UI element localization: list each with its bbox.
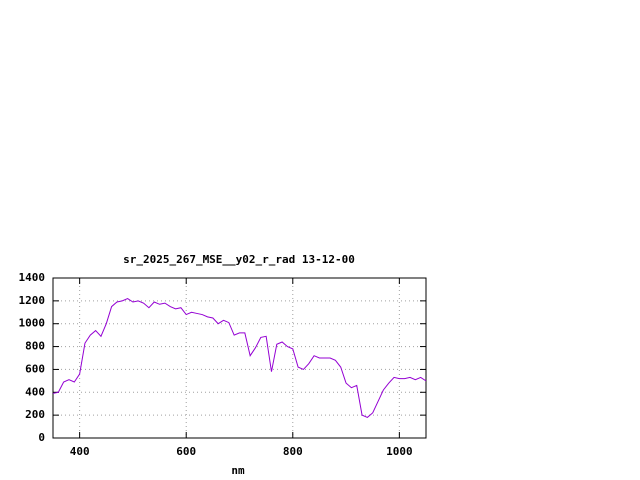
y-tick-label: 200 xyxy=(25,408,45,421)
y-tick-label: 0 xyxy=(38,431,45,444)
y-tick-label: 600 xyxy=(25,362,45,375)
x-axis-label: nm xyxy=(231,464,245,477)
y-tick-label: 400 xyxy=(25,385,45,398)
x-tick-label: 600 xyxy=(176,445,196,458)
x-tick-label: 1000 xyxy=(386,445,413,458)
plot-border xyxy=(52,277,427,439)
x-tick-label: 400 xyxy=(70,445,90,458)
y-tick-label: 1200 xyxy=(19,294,46,307)
y-tick-label: 800 xyxy=(25,340,45,353)
x-tick-label: 800 xyxy=(283,445,303,458)
y-tick-label: 1400 xyxy=(19,271,46,284)
data-line xyxy=(52,298,427,419)
y-tick-label: 1000 xyxy=(19,317,46,330)
chart-title: sr_2025_267_MSE__y02_r_rad 13-12-00 xyxy=(123,253,355,266)
